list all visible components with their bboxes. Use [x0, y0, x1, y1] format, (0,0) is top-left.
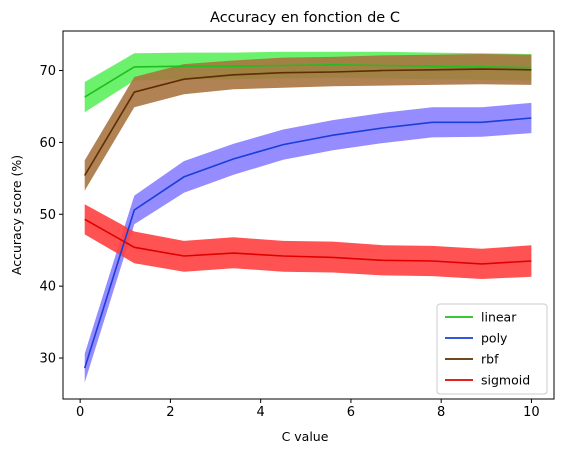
y-tick-label: 60 [39, 136, 56, 151]
x-axis-label: C value [282, 429, 329, 444]
x-tick-label: 2 [166, 405, 174, 420]
x-tick-label: 0 [76, 405, 84, 420]
chart-title: Accuracy en fonction de C [210, 10, 400, 26]
plot-area [83, 51, 532, 383]
x-tick-label: 8 [437, 405, 445, 420]
x-axis: 0 2 4 6 8 10 [76, 399, 540, 420]
legend-label-rbf: rbf [481, 352, 499, 367]
legend-label-linear: linear [481, 310, 517, 325]
line-sigmoid [84, 218, 532, 265]
y-axis-label: Accuracy score (%) [9, 155, 24, 275]
y-tick-label: 30 [39, 352, 56, 367]
x-tick-label: 4 [257, 405, 265, 420]
x-tick-label: 10 [523, 405, 540, 420]
band-sigmoid [84, 204, 532, 279]
legend-label-sigmoid: sigmoid [481, 373, 530, 388]
line-poly [83, 117, 532, 369]
legend-label-poly: poly [481, 331, 508, 346]
legend: linear poly rbf sigmoid [436, 303, 548, 395]
x-tick-label: 6 [347, 405, 355, 420]
y-tick-label: 50 [39, 208, 56, 223]
legend-box [436, 303, 548, 395]
line-linear [84, 63, 532, 98]
y-tick-label: 70 [39, 64, 56, 79]
line-rbf [84, 68, 532, 176]
y-tick-label: 40 [39, 280, 56, 295]
axes-frame [62, 30, 555, 400]
y-axis: 30 40 50 60 70 [39, 64, 63, 367]
band-rbf [84, 54, 532, 191]
